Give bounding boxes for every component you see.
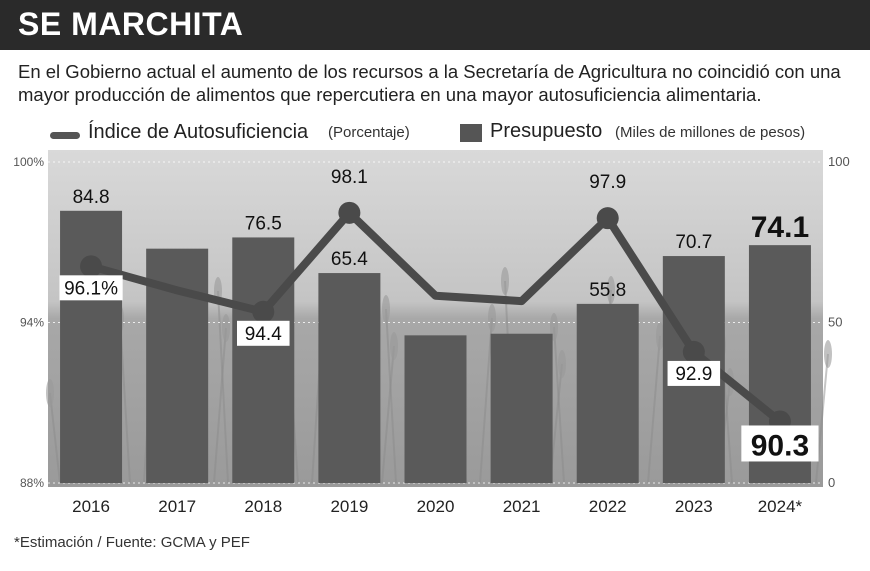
- wheat-head: [46, 379, 54, 407]
- wheat-head: [501, 267, 509, 295]
- bar-label-2023: 70.7: [675, 232, 712, 253]
- source-note: *Estimación / Fuente: GCMA y PEF: [14, 534, 250, 551]
- wheat-head: [656, 322, 664, 350]
- x-tick-2019: 2019: [330, 497, 368, 516]
- legend-bar-swatch: [460, 124, 482, 142]
- bar-2022: [576, 303, 639, 483]
- chart-title: SE MARCHITA: [18, 6, 244, 42]
- line-label-2018: 94.4: [245, 324, 282, 345]
- line-series: [80, 201, 791, 433]
- y-left-tick: 100%: [13, 155, 44, 169]
- line-point-2022: [596, 207, 619, 230]
- bar-2020: [404, 335, 467, 483]
- subtitle: En el Gobierno actual el aumento de los …: [18, 61, 841, 105]
- x-tick-2024*: 2024*: [758, 497, 803, 516]
- line-point-2018: [252, 300, 275, 323]
- line-label-2023: 92.9: [675, 364, 712, 385]
- line-label-box-2016: [59, 275, 123, 301]
- title-bar: SE MARCHITA: [0, 0, 870, 50]
- x-tick-2018: 2018: [244, 497, 282, 516]
- wheat-stalk: [213, 327, 227, 484]
- y-right-tick: 50: [828, 315, 842, 330]
- x-tick-2020: 2020: [417, 497, 455, 516]
- y-left-tick: 88%: [20, 476, 44, 490]
- line-label-2024*: 90.3: [751, 429, 809, 462]
- wheat-stalk: [381, 345, 395, 484]
- x-tick-2022: 2022: [589, 497, 627, 516]
- legend-line-unit: (Porcentaje): [328, 124, 410, 141]
- legend-line-label: Índice de Autosuficiencia: [88, 121, 309, 143]
- bar-label-2016: 84.8: [73, 187, 110, 208]
- line-label-2016: 96.1%: [64, 278, 118, 299]
- bar-2021: [490, 333, 553, 483]
- wheat-head: [488, 304, 496, 332]
- line-label-2019: 98.1: [331, 167, 368, 188]
- wheat-head: [222, 314, 230, 342]
- bar-label-2022: 55.8: [589, 280, 626, 301]
- bar-2019: [318, 273, 381, 483]
- legend: Índice de Autosuficiencia (Porcentaje) P…: [0, 118, 870, 146]
- wheat-stalk: [553, 326, 565, 484]
- legend-line-swatch: [50, 132, 80, 139]
- line-label-2022: 97.9: [589, 172, 626, 193]
- y-right-tick: 100: [828, 154, 850, 169]
- wheat-head: [390, 332, 398, 360]
- wheat-stalk: [647, 335, 661, 484]
- data-labels: 84.8 76.5 65.4 55.8 70.7 74.1 96.1% 94.4 98.1 97.…: [59, 167, 819, 462]
- wheat-stalk: [385, 308, 397, 484]
- wheat-stalk: [49, 392, 61, 484]
- y-right-tick: 0: [828, 475, 835, 490]
- wheat-head: [558, 350, 566, 378]
- wheat-stalk: [479, 317, 493, 484]
- wheat-head: [824, 340, 832, 368]
- line-label-box-2024*: [741, 425, 819, 462]
- line-label-box-2023: [667, 360, 721, 386]
- combo-chart: 84.8 76.5 65.4 55.8 70.7 74.1 96.1% 94.4 98.1 97.…: [13, 150, 850, 516]
- bar-2018: [232, 237, 295, 483]
- wheat-head: [382, 295, 390, 323]
- legend-bar-unit: (Miles de millones de pesos): [615, 124, 806, 141]
- line-point-2016: [80, 255, 103, 278]
- wheat-head: [607, 276, 615, 304]
- x-tick-2017: 2017: [158, 497, 196, 516]
- x-tick-2016: 2016: [72, 497, 110, 516]
- line-label-box-2018: [236, 320, 290, 346]
- bar-label-2018: 76.5: [245, 213, 282, 234]
- y-left-tick: 94%: [20, 316, 44, 330]
- line-point-2019: [338, 201, 361, 224]
- bar-label-2019: 65.4: [331, 249, 368, 270]
- line-point-2023: [682, 340, 705, 363]
- bar-2016: [60, 210, 123, 483]
- legend-bar-label: Presupuesto: [490, 120, 603, 142]
- x-tick-2023: 2023: [675, 497, 713, 516]
- x-tick-2021: 2021: [503, 497, 541, 516]
- axes: 100% 94% 88% 100 50 0 2016 2017 2018 2019 2020 2021…: [13, 154, 849, 516]
- line-path: [87, 208, 784, 426]
- bar-label-2024*: 74.1: [751, 211, 809, 244]
- wheat-stalk: [815, 353, 829, 484]
